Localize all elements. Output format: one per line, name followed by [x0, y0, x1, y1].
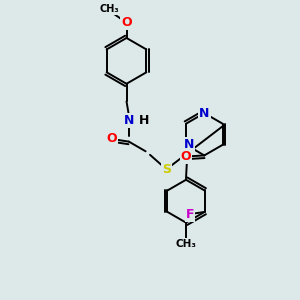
Text: S: S	[162, 163, 171, 176]
Text: O: O	[121, 16, 132, 29]
Text: N: N	[124, 114, 134, 127]
Text: CH₃: CH₃	[176, 239, 197, 249]
Text: H: H	[139, 114, 149, 127]
Text: CH₃: CH₃	[99, 4, 119, 14]
Text: F: F	[186, 208, 194, 221]
Text: O: O	[106, 132, 117, 145]
Text: N: N	[184, 138, 194, 151]
Text: O: O	[181, 150, 191, 164]
Text: N: N	[199, 106, 209, 120]
